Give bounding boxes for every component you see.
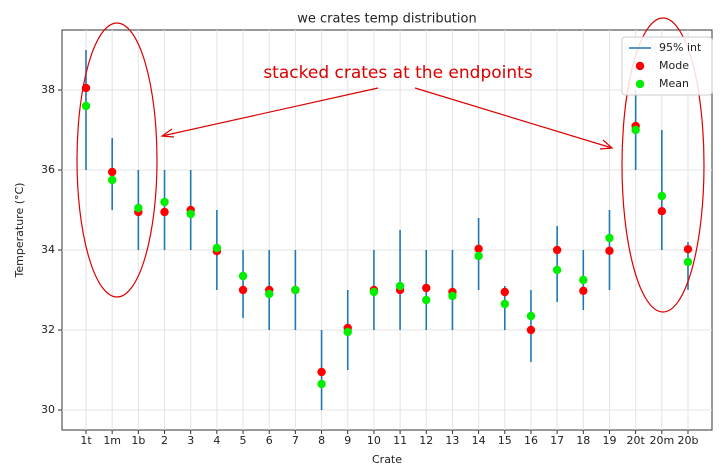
point [552, 265, 562, 275]
point [422, 295, 431, 305]
point [107, 175, 117, 185]
point [317, 379, 326, 389]
x-tick-label: 8 [318, 434, 325, 447]
point [448, 291, 457, 301]
point [579, 286, 588, 295]
point [369, 287, 379, 297]
x-tick-label: 4 [213, 434, 220, 447]
point [317, 367, 326, 377]
arrow [414, 87, 613, 149]
y-tick-label: 32 [41, 323, 55, 336]
point [81, 101, 91, 111]
y-tick-label: 38 [41, 83, 55, 96]
y-tick-label: 30 [41, 403, 55, 416]
x-tick-label: 1b [131, 434, 145, 447]
point [526, 325, 536, 335]
arrow-head [160, 128, 175, 138]
legend-label: Mean [659, 77, 689, 90]
point [238, 271, 248, 281]
legend-label: Mode [659, 59, 689, 72]
y-axis-label: Temperature (°C) [13, 183, 26, 279]
x-tick-label: 13 [445, 434, 459, 447]
point [107, 167, 117, 177]
point [657, 207, 667, 216]
point [212, 243, 222, 253]
point [474, 251, 483, 261]
point [134, 203, 143, 213]
x-tick-label: 16 [524, 434, 538, 447]
ellipse [621, 17, 705, 313]
x-tick-label: 20t [626, 434, 645, 447]
point [291, 285, 300, 295]
point [343, 327, 352, 337]
legend-swatch [635, 61, 645, 71]
point [526, 311, 536, 321]
x-tick-label: 19 [602, 434, 616, 447]
arrow-head [599, 139, 614, 150]
x-tick-label: 10 [367, 434, 381, 447]
x-tick-label: 20b [678, 434, 699, 447]
x-tick-label: 20m [649, 434, 674, 447]
legend-label: 95% int [659, 41, 702, 54]
x-tick-label: 11 [393, 434, 407, 447]
marks [81, 50, 693, 410]
x-tick-label: 12 [419, 434, 433, 447]
point [552, 245, 562, 255]
chart-title: we crates temp distribution [297, 12, 476, 27]
point [81, 83, 91, 93]
point [395, 281, 405, 291]
point [500, 287, 509, 297]
annotation-shapes [76, 17, 705, 313]
arrow [161, 87, 379, 137]
ellipse [76, 22, 158, 298]
x-tick-label: 15 [498, 434, 512, 447]
point [422, 283, 431, 293]
point [657, 191, 667, 201]
x-tick-label: 6 [266, 434, 273, 447]
legend: 95% int Mode Mean [621, 36, 713, 96]
x-tick-label: 3 [187, 434, 194, 447]
x-tick-label: 5 [240, 434, 247, 447]
x-axis-label: Crate [372, 453, 402, 466]
x-tick-label: 7 [292, 434, 299, 447]
x-tick-label: 9 [344, 434, 351, 447]
point [474, 244, 483, 253]
x-tick-label: 1t [80, 434, 92, 447]
legend-swatch [635, 79, 645, 89]
y-tick-label: 36 [41, 163, 55, 176]
annotation: stacked crates at the endpoints [263, 63, 532, 83]
y-tick-label: 34 [41, 243, 55, 256]
x-tick-label: 14 [472, 434, 486, 447]
point [500, 299, 509, 309]
point [238, 285, 248, 295]
point [160, 197, 169, 207]
x-tick-label: 18 [576, 434, 590, 447]
x-tick-label: 2 [161, 434, 168, 447]
legend-box [621, 36, 713, 96]
x-tick-label: 17 [550, 434, 564, 447]
point [605, 233, 614, 243]
point [605, 246, 614, 255]
point [186, 209, 195, 219]
point [579, 275, 588, 285]
point [160, 207, 169, 217]
point [683, 257, 693, 267]
point [631, 125, 640, 135]
plot-frame [61, 29, 713, 431]
point [683, 245, 693, 254]
x-tick-label: 1m [103, 434, 121, 447]
point [265, 289, 274, 299]
